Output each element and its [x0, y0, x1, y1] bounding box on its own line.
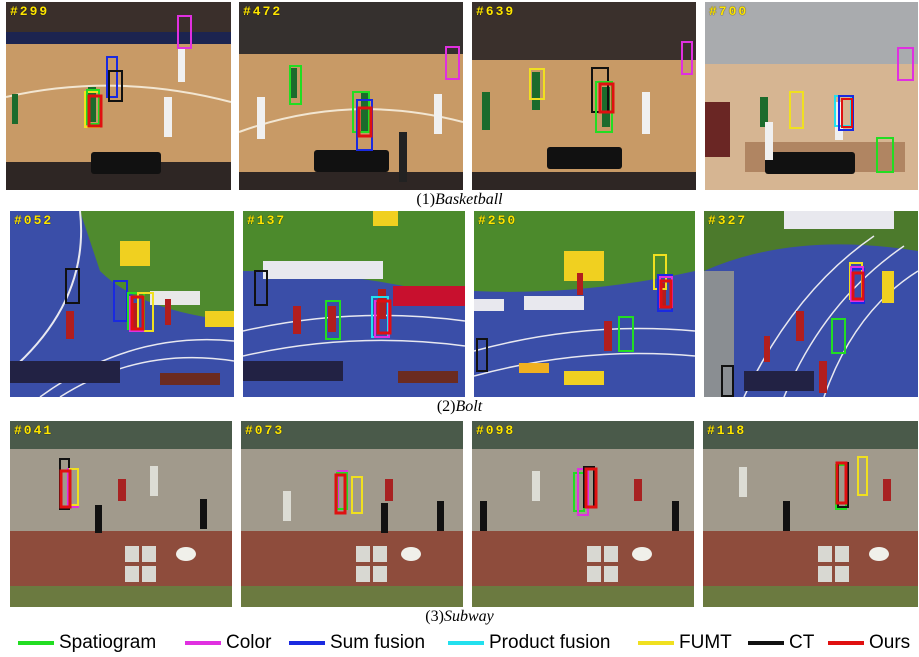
legend-label: Product fusion	[489, 632, 611, 653]
bolt-frame-2: #137	[243, 211, 465, 397]
caption-number: (1)	[416, 191, 436, 208]
legend-swatch	[828, 641, 864, 645]
caption-basketball: (1)Basketball	[0, 191, 919, 209]
frame-number: #073	[245, 423, 285, 438]
basketball-frame-2: #472	[239, 2, 463, 190]
legend-label: Sum fusion	[330, 632, 426, 653]
subway-frame-3: #098	[472, 421, 694, 607]
caption-number: (2)	[436, 398, 456, 415]
legend-item-product-fusion: Product fusion	[448, 632, 610, 654]
legend-swatch	[185, 641, 221, 645]
caption-number: (3)	[425, 608, 444, 625]
legend-label: Spatiogram	[59, 632, 157, 653]
frame-number: #137	[247, 213, 287, 228]
caption-name: Subway	[443, 608, 494, 625]
legend-label: Color	[226, 632, 272, 653]
legend-label: CT	[789, 632, 815, 653]
legend-swatch	[289, 641, 325, 645]
legend-item-sum-fusion: Sum fusion	[289, 632, 425, 654]
legend-label: Ours	[869, 632, 911, 653]
basketball-frame-1: #299	[6, 2, 231, 190]
frame-number: #472	[243, 4, 283, 19]
legend-item-ours: Ours	[828, 632, 910, 654]
frame-number: #098	[476, 423, 516, 438]
legend-swatch	[748, 641, 784, 645]
caption-name: Basketball	[435, 191, 503, 208]
legend: Spatiogram Color Sum fusion Product fusi…	[0, 630, 919, 657]
frame-number: #700	[709, 4, 749, 19]
bolt-frame-3: #250	[474, 211, 695, 397]
caption-bolt: (2)Bolt	[0, 398, 919, 416]
frame-number: #041	[14, 423, 54, 438]
legend-swatch	[638, 641, 674, 645]
bolt-frame-1: #052	[10, 211, 234, 397]
subway-frame-1: #041	[10, 421, 232, 607]
legend-item-color: Color	[185, 632, 271, 654]
legend-swatch	[18, 641, 54, 645]
frame-number: #327	[708, 213, 748, 228]
caption-subway: (3)Subway	[0, 608, 919, 626]
subway-frame-4: #118	[703, 421, 918, 607]
caption-name: Bolt	[455, 398, 483, 415]
legend-swatch	[448, 641, 484, 645]
legend-item-spatiogram: Spatiogram	[18, 632, 156, 654]
legend-item-fumt: FUMT	[638, 632, 732, 654]
frame-number: #118	[707, 423, 747, 438]
basketball-frame-4: #700	[705, 2, 918, 190]
frame-number: #052	[14, 213, 54, 228]
basketball-frame-3: #639	[472, 2, 696, 190]
legend-item-ct: CT	[748, 632, 814, 654]
bolt-frame-4: #327	[704, 211, 918, 397]
frame-number: #299	[10, 4, 50, 19]
frame-number: #639	[476, 4, 516, 19]
subway-frame-2: #073	[241, 421, 463, 607]
legend-label: FUMT	[679, 632, 732, 653]
frame-number: #250	[478, 213, 518, 228]
